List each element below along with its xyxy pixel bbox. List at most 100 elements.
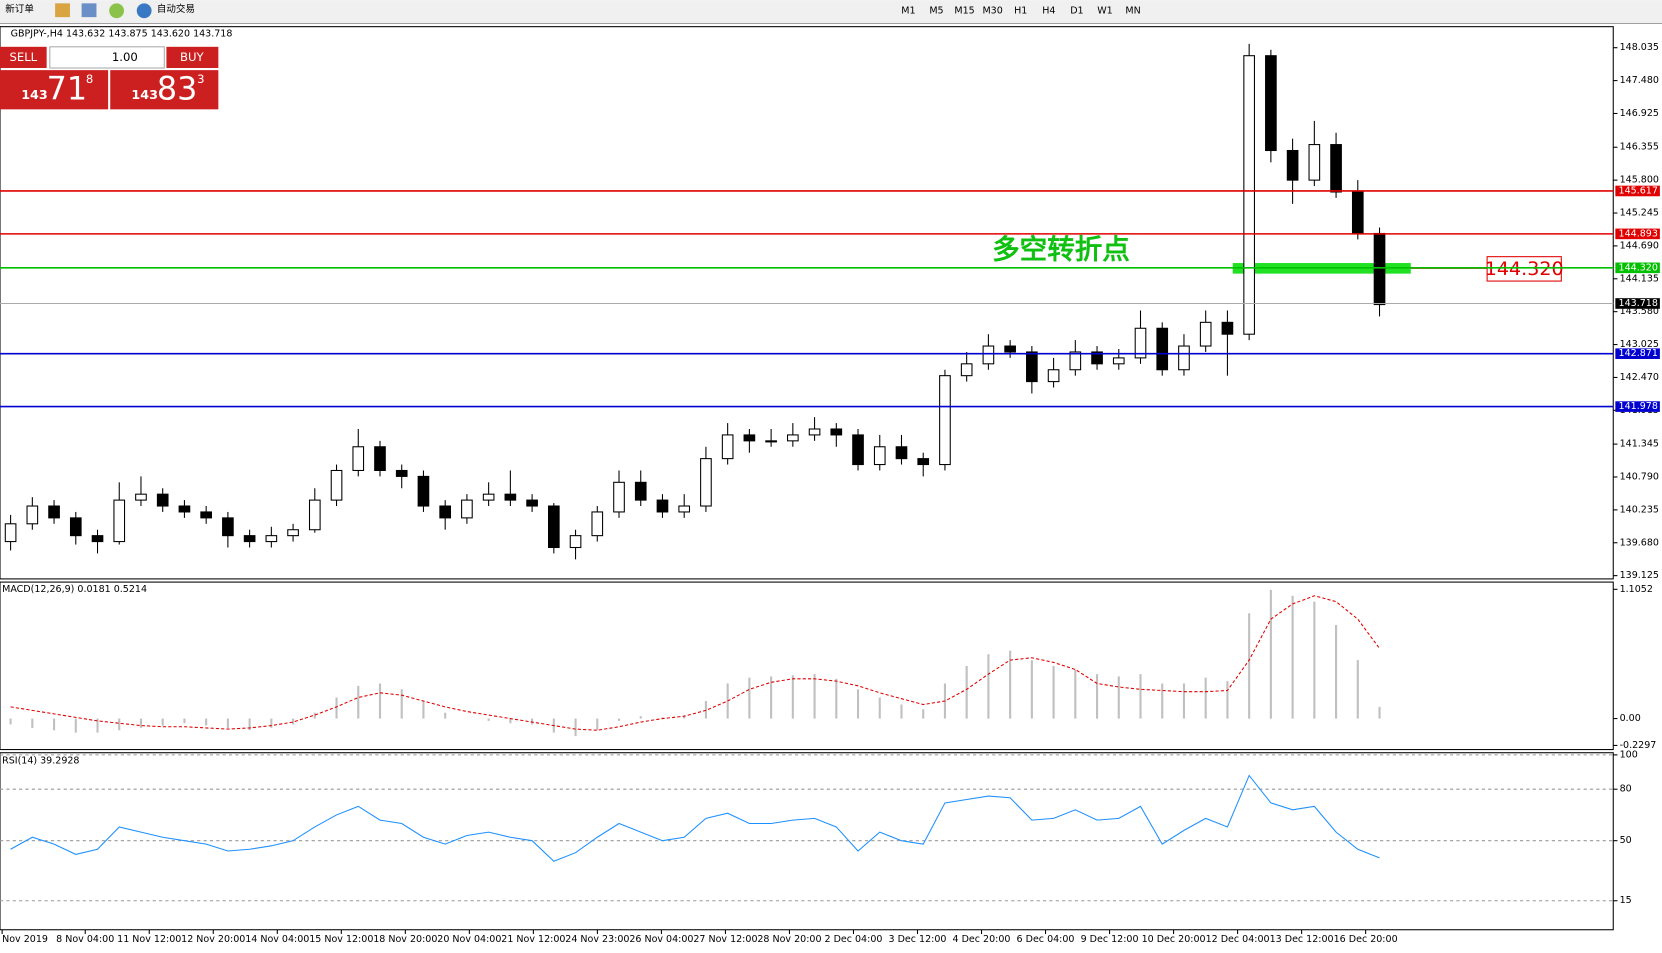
x-tick-label: 26 Nov 04:00 xyxy=(629,934,693,945)
y-tick-label: 145.245 xyxy=(1620,208,1659,219)
ask-box[interactable] xyxy=(110,70,219,110)
candle-body xyxy=(439,505,452,519)
bid-small: 8 xyxy=(86,72,93,86)
x-tick-label: 3 Dec 12:00 xyxy=(889,934,947,945)
x-tick-label: 4 Dec 20:00 xyxy=(953,934,1011,945)
candle-body xyxy=(613,481,625,513)
timeframe[interactable]: M5 xyxy=(929,5,943,16)
candle-body xyxy=(721,434,734,460)
y-tick-label: 80 xyxy=(1620,784,1632,795)
y-tick-label: 100 xyxy=(1620,749,1638,760)
ask-big: 143 xyxy=(131,87,158,102)
candle-body xyxy=(960,363,973,377)
sell-label[interactable]: SELL xyxy=(9,50,37,64)
x-tick-label: 8 Nov 04:00 xyxy=(56,934,114,945)
y-tick-label: -0.2297 xyxy=(1620,740,1657,751)
candle-body xyxy=(765,440,777,443)
candle-body xyxy=(917,458,930,466)
x-tick-label: 28 Nov 20:00 xyxy=(757,934,821,945)
y-tick-label: 144.690 xyxy=(1620,240,1659,251)
candle-body xyxy=(1199,321,1212,347)
candle-body xyxy=(135,493,147,501)
symbol-info: GBPJPY-,H4 143.632 143.875 143.620 143.7… xyxy=(11,29,233,40)
timeframe[interactable]: M15 xyxy=(954,5,974,16)
timeframe[interactable]: D1 xyxy=(1070,5,1083,16)
y-tick-label: 1.1052 xyxy=(1620,584,1653,595)
x-tick-label: Nov 2019 xyxy=(2,934,48,945)
candle-body xyxy=(69,517,82,537)
timeframe[interactable]: W1 xyxy=(1097,5,1112,16)
ask-main: 83 xyxy=(157,70,197,107)
candle-body xyxy=(678,505,691,513)
level-label-bg xyxy=(1615,401,1660,412)
rsi-line xyxy=(10,774,1380,862)
y-tick-label: 146.355 xyxy=(1620,142,1659,153)
candle-body xyxy=(1069,351,1082,371)
candle-body xyxy=(4,523,17,543)
x-tick-label: 20 Nov 04:00 xyxy=(437,934,501,945)
bid-box[interactable] xyxy=(0,70,109,110)
candle-body xyxy=(634,481,647,501)
timeframe[interactable]: MN xyxy=(1125,5,1140,16)
candle-body xyxy=(178,505,191,513)
candle-body xyxy=(1091,351,1103,365)
candle-body xyxy=(526,499,538,507)
candle-body xyxy=(395,469,408,477)
timeframe[interactable]: M1 xyxy=(901,5,915,16)
new-order[interactable]: 新订单 xyxy=(5,3,34,15)
trade-panel: SELL 1.00 BUY 143 71 8 143 83 3 xyxy=(0,46,219,110)
candle-body xyxy=(787,434,799,442)
icon[interactable] xyxy=(109,3,125,19)
y-tick-label: 146.925 xyxy=(1620,108,1659,119)
candle-body xyxy=(243,535,256,543)
candle-body xyxy=(1178,345,1190,371)
candle-body xyxy=(1351,191,1364,234)
x-tick-label: 16 Dec 20:00 xyxy=(1334,934,1398,945)
sell-button[interactable] xyxy=(0,46,47,69)
x-tick-label: 21 Nov 12:00 xyxy=(501,934,565,945)
lots-value[interactable]: 1.00 xyxy=(112,50,138,64)
main-chart-frame xyxy=(0,26,1614,580)
candle-body xyxy=(330,469,343,501)
candle-body xyxy=(1112,357,1125,365)
timeframe[interactable]: H1 xyxy=(1014,5,1027,16)
rsi-title: RSI(14) 39.2928 xyxy=(2,756,79,767)
macd-signal xyxy=(10,595,1380,731)
lots-input[interactable] xyxy=(49,46,165,69)
candle-body xyxy=(895,446,908,460)
timeframe[interactable]: H4 xyxy=(1042,5,1055,16)
buy-label[interactable]: BUY xyxy=(180,50,205,64)
candle-body xyxy=(656,499,669,513)
candle-body xyxy=(287,529,299,537)
candle-body xyxy=(222,517,234,537)
candle-body xyxy=(1134,327,1147,359)
y-tick-label: 143.025 xyxy=(1620,339,1659,350)
icon[interactable] xyxy=(55,3,70,18)
candle-body xyxy=(91,535,104,543)
icon[interactable] xyxy=(136,3,152,19)
buy-button[interactable] xyxy=(166,46,219,69)
candle-body xyxy=(1026,351,1038,383)
auto-trading[interactable]: 自动交易 xyxy=(157,3,195,15)
candle-body xyxy=(1330,144,1342,193)
timeframe[interactable]: M30 xyxy=(982,5,1002,16)
candle-body xyxy=(482,493,495,501)
x-tick-label: 10 Dec 20:00 xyxy=(1142,934,1206,945)
candle-body xyxy=(852,434,864,466)
candle-body xyxy=(700,458,712,507)
candle-body xyxy=(265,535,278,543)
candle-body xyxy=(1286,149,1299,181)
price-box xyxy=(1486,256,1562,282)
candle-body xyxy=(417,475,430,507)
ask-small: 3 xyxy=(197,72,204,86)
toolbar xyxy=(0,0,1662,24)
y-tick-label: 145.800 xyxy=(1620,175,1659,186)
candle-body xyxy=(308,499,321,531)
candle-body xyxy=(113,499,126,543)
candle-body xyxy=(156,493,169,507)
candle-body xyxy=(1004,345,1016,353)
icon[interactable] xyxy=(81,3,97,18)
y-tick-label: 147.480 xyxy=(1620,75,1659,86)
